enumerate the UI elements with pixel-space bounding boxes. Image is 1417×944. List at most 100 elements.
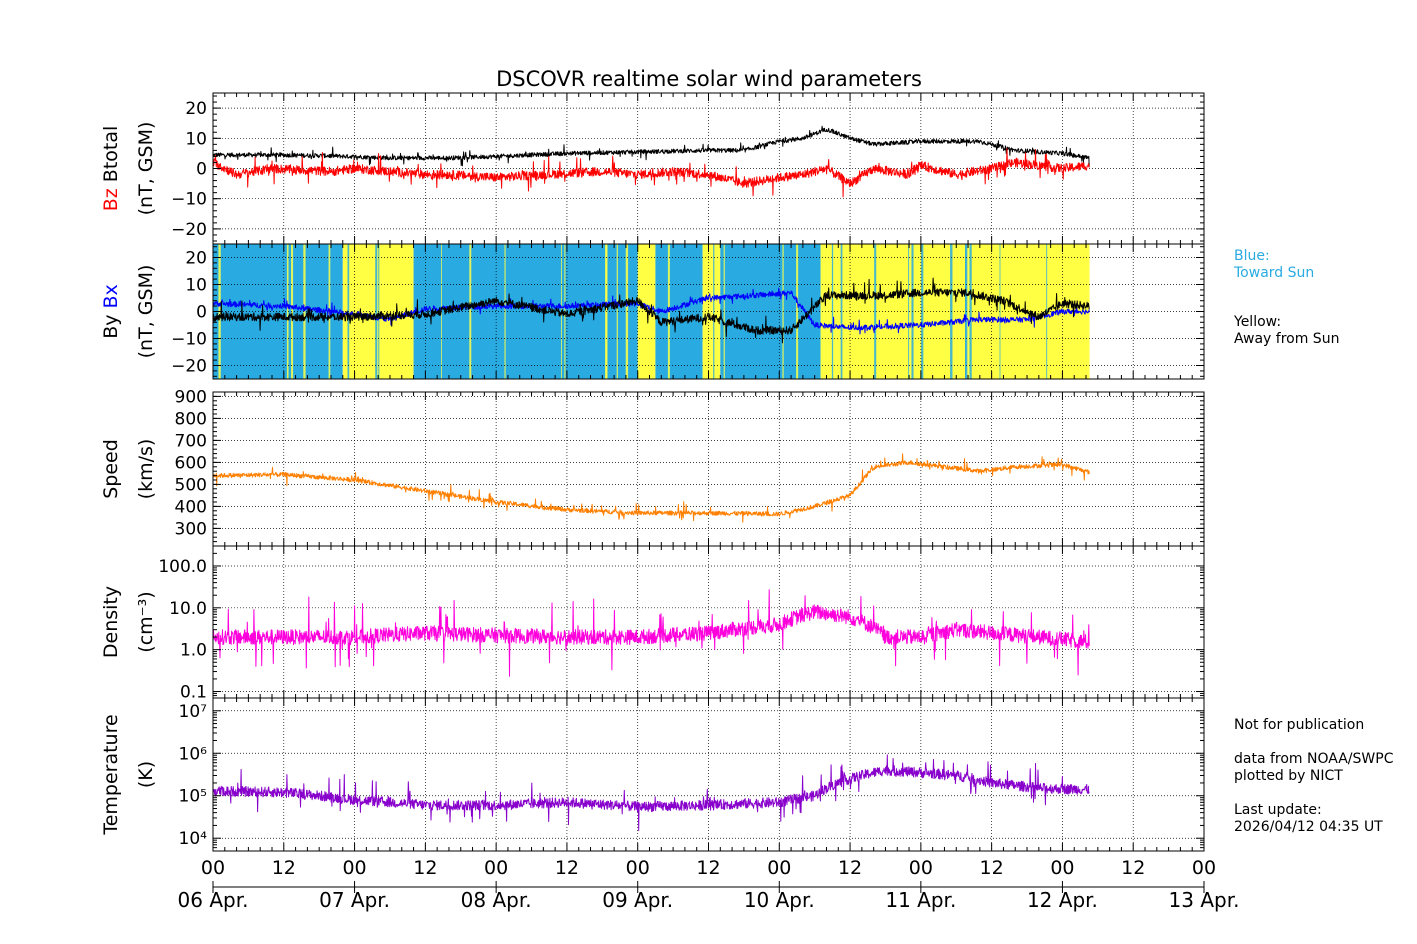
hour-tick-label: 12 bbox=[272, 857, 296, 879]
sector-stripe bbox=[469, 244, 472, 379]
sector-band-6 bbox=[720, 244, 821, 379]
panel-frame bbox=[212, 391, 1205, 547]
day-tick-label: 09 Apr. bbox=[602, 888, 673, 912]
panel-frame bbox=[212, 697, 1205, 852]
series-density bbox=[212, 589, 1090, 677]
y-axis: 100.0 10.0 1.0 0.1 bbox=[158, 545, 1204, 703]
y-label-part: Btotal bbox=[100, 126, 122, 189]
y-unit-label: (nT, GSM) bbox=[135, 265, 157, 359]
hour-tick-label: 12 bbox=[980, 857, 1004, 879]
day-tick-label: 11 Apr. bbox=[885, 888, 956, 912]
x-minor-ticks bbox=[212, 546, 1205, 698]
sector-stripe bbox=[831, 244, 834, 379]
y-tick-label: 1.0 bbox=[180, 641, 207, 661]
series-by bbox=[212, 277, 1090, 344]
hour-tick-label: 12 bbox=[696, 857, 720, 879]
sector-stripe bbox=[840, 244, 843, 379]
y-label-part: Bz bbox=[100, 188, 122, 211]
sector-stripe bbox=[921, 244, 924, 379]
y-tick-label: 700 bbox=[175, 431, 207, 451]
sector-stripe bbox=[723, 244, 725, 379]
y-tick-label: 500 bbox=[175, 475, 207, 495]
not-for-publication: Not for publication bbox=[1234, 717, 1365, 733]
time-axis: 00 12 00 12 00 12 00 12 00 12 00 12 00 12 00 06 Apr. 07 … bbox=[178, 857, 1240, 912]
x-minor-ticks bbox=[212, 392, 1205, 546]
y-tick-label: 600 bbox=[175, 453, 207, 473]
hour-tick-label: 12 bbox=[413, 857, 437, 879]
chart-title: DSCOVR realtime solar wind parameters bbox=[496, 67, 922, 91]
hour-tick-label: 00 bbox=[767, 857, 791, 879]
sector-stripe bbox=[291, 244, 294, 379]
y-label: Bz Btotal bbox=[100, 126, 122, 212]
day-tick-label: 13 Apr. bbox=[1169, 888, 1240, 912]
x-minor-ticks bbox=[212, 93, 1205, 244]
hour-tick-label: 12 bbox=[1121, 857, 1145, 879]
y-tick-label: 10 bbox=[185, 129, 207, 149]
panel-density: 100.0 10.0 1.0 0.1 Density (cm⁻³) bbox=[100, 545, 1205, 703]
sector-stripe bbox=[625, 244, 629, 379]
panel-temperature: 10⁷ 10⁶ 10⁵ 10⁴ Temperature (K) bbox=[100, 697, 1205, 852]
series-temperature bbox=[212, 754, 1090, 831]
y-tick-label: 10 bbox=[185, 276, 207, 296]
sector-stripe bbox=[796, 244, 799, 379]
sector-stripe bbox=[908, 244, 910, 379]
sector-stripe bbox=[286, 244, 289, 379]
legend-blue-title: Blue: bbox=[1234, 248, 1270, 264]
sector-stripe bbox=[964, 244, 967, 379]
y-tick-label: 0.1 bbox=[180, 683, 207, 703]
y-axis: 20 10 0 −10 −20 bbox=[171, 95, 1204, 242]
grid bbox=[213, 698, 1204, 851]
y-tick-label: 400 bbox=[175, 497, 207, 517]
sector-stripe bbox=[303, 244, 306, 379]
legend-away-sun: Yellow: Away from Sun bbox=[1234, 314, 1339, 348]
y-label: Speed bbox=[100, 439, 122, 499]
y-tick-label: −10 bbox=[171, 330, 207, 350]
y-tick-label: −10 bbox=[171, 190, 207, 210]
y-label-part: Density bbox=[100, 586, 122, 658]
legend-yellow-text: Away from Sun bbox=[1234, 331, 1340, 347]
grid bbox=[213, 392, 1204, 546]
sector-stripe bbox=[616, 244, 618, 379]
day-tick-label: 12 Apr. bbox=[1027, 888, 1098, 912]
y-tick-label: 10⁶ bbox=[179, 744, 208, 764]
hour-tick-label: 12 bbox=[555, 857, 579, 879]
hour-tick-label: 00 bbox=[1050, 857, 1074, 879]
y-tick-label: 100.0 bbox=[158, 557, 207, 577]
y-axis: 10⁷ 10⁶ 10⁵ 10⁴ bbox=[179, 697, 1204, 852]
last-update-time: 2026/04/12 04:35 UT bbox=[1234, 819, 1383, 835]
y-tick-label: 300 bbox=[175, 519, 207, 539]
y-label: By Bx bbox=[100, 284, 122, 339]
y-tick-label: 800 bbox=[175, 409, 207, 429]
y-tick-label: 10.0 bbox=[169, 599, 207, 619]
y-unit-label: (cm⁻³) bbox=[135, 591, 157, 652]
day-tick-label: 10 Apr. bbox=[744, 888, 815, 912]
y-tick-label: 20 bbox=[185, 249, 207, 269]
y-label-part: Bx bbox=[100, 284, 122, 314]
legend-toward-sun: Blue: Toward Sun bbox=[1234, 248, 1314, 282]
hour-tick-label: 00 bbox=[201, 857, 225, 879]
hour-tick-label: 00 bbox=[484, 857, 508, 879]
grid bbox=[213, 244, 1204, 379]
sector-stripe bbox=[375, 244, 378, 379]
hour-tick-label: 00 bbox=[626, 857, 650, 879]
y-tick-label: 0 bbox=[196, 303, 207, 323]
y-tick-label: 10⁴ bbox=[179, 829, 208, 849]
sector-stripe bbox=[504, 244, 506, 379]
y-tick-label: 10⁵ bbox=[179, 787, 207, 807]
y-unit-label: (km/s) bbox=[135, 439, 157, 500]
plotted-by: plotted by NICT bbox=[1234, 768, 1343, 784]
day-tick-label: 06 Apr. bbox=[178, 888, 249, 912]
last-update-label: Last update: bbox=[1234, 802, 1322, 818]
panel-bx-by: 20 10 0 −10 −20 By Bx (nT, GSM) bbox=[100, 243, 1205, 380]
sector-stripe bbox=[874, 244, 877, 379]
hour-tick-label: 00 bbox=[909, 857, 933, 879]
panel-btotal-bz: 20 10 0 −10 −20 Bz Btotal (nT, GSM) bbox=[100, 92, 1205, 245]
y-tick-label: 20 bbox=[185, 99, 207, 119]
sector-stripe bbox=[969, 244, 972, 379]
day-tick-label: 07 Apr. bbox=[319, 888, 390, 912]
y-label-part: Temperature bbox=[100, 714, 122, 835]
x-minor-ticks bbox=[212, 698, 1205, 851]
y-tick-label: 900 bbox=[175, 387, 207, 407]
